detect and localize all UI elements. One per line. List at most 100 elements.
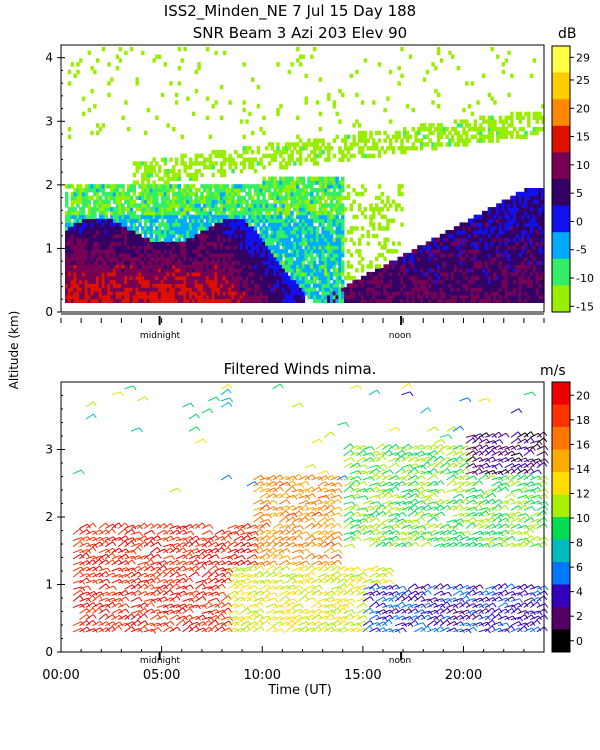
snr-cell bbox=[262, 245, 266, 250]
snr-cell bbox=[183, 210, 187, 216]
snr-cell bbox=[521, 230, 525, 235]
snr-cell bbox=[98, 264, 103, 269]
snr-cell bbox=[467, 291, 472, 296]
snr-cell bbox=[411, 252, 415, 258]
snr-cell bbox=[445, 249, 449, 254]
snr-cell bbox=[276, 184, 280, 189]
snr-cell bbox=[96, 287, 100, 292]
snr-cell bbox=[222, 249, 227, 254]
snr-cell bbox=[279, 268, 283, 273]
snr-cell bbox=[248, 241, 252, 246]
snr-cell bbox=[186, 287, 190, 292]
snr-cell bbox=[431, 256, 435, 262]
snr-cell bbox=[143, 222, 148, 227]
snr-cell bbox=[298, 199, 303, 204]
snr-cell bbox=[259, 245, 263, 250]
snr-cell bbox=[115, 195, 120, 201]
snr-cell bbox=[259, 191, 263, 197]
snr-cell bbox=[301, 241, 306, 246]
snr-cell bbox=[327, 153, 331, 159]
snr-cell bbox=[408, 279, 413, 284]
snr-cell bbox=[335, 199, 339, 204]
snr-cell bbox=[155, 294, 159, 300]
snr-cell bbox=[490, 207, 494, 212]
snr-cell bbox=[177, 195, 182, 201]
snr-cell bbox=[112, 214, 117, 220]
snr-cell bbox=[127, 195, 131, 201]
snr-cell bbox=[177, 264, 182, 269]
snr-cell bbox=[538, 237, 542, 242]
snr-cell bbox=[93, 233, 97, 239]
snr-cell bbox=[217, 218, 221, 223]
snr-cell bbox=[414, 275, 418, 281]
snr-cell bbox=[470, 264, 475, 269]
snr-cell bbox=[518, 271, 522, 277]
snr-cell bbox=[377, 62, 382, 67]
snr-cell bbox=[183, 46, 187, 52]
snr-cell bbox=[262, 268, 266, 273]
snr-cell bbox=[138, 165, 142, 170]
snr-cell bbox=[112, 191, 117, 197]
snr-cell bbox=[310, 226, 314, 231]
snr-cell bbox=[141, 199, 145, 204]
snr-cell bbox=[104, 195, 108, 201]
snr-cell bbox=[510, 111, 514, 117]
snr-cell bbox=[510, 119, 514, 124]
snr-cell bbox=[375, 207, 379, 212]
snr-cell bbox=[332, 279, 337, 284]
snr-cell bbox=[90, 210, 94, 216]
snr-cell bbox=[465, 249, 469, 254]
snr-cell bbox=[146, 249, 151, 254]
snr-cell bbox=[414, 134, 418, 139]
snr-cell bbox=[298, 264, 303, 269]
snr-cell bbox=[498, 218, 503, 223]
snr-cell bbox=[93, 104, 97, 109]
snr-cell bbox=[284, 146, 289, 151]
snr-cell bbox=[79, 283, 83, 288]
snr-cell bbox=[169, 260, 173, 265]
snr-cell bbox=[163, 237, 167, 242]
snr-cell bbox=[363, 207, 368, 212]
snr-cell bbox=[163, 294, 167, 300]
snr-cell bbox=[335, 291, 339, 296]
snr-cell bbox=[143, 195, 148, 201]
snr-cell bbox=[521, 291, 525, 296]
snr-cell bbox=[253, 245, 258, 250]
snr-cell bbox=[186, 294, 190, 300]
snr-cell bbox=[90, 233, 94, 239]
snr-cell bbox=[279, 149, 283, 155]
snr-cell bbox=[290, 230, 294, 235]
snr-cell bbox=[318, 138, 322, 143]
snr-cell bbox=[256, 104, 260, 109]
snr-cell bbox=[245, 283, 249, 288]
snr-cell bbox=[369, 298, 373, 303]
snr-cell bbox=[307, 241, 311, 246]
snr-cell bbox=[236, 184, 241, 189]
snr-cell bbox=[251, 149, 255, 155]
snr-cell bbox=[394, 130, 399, 136]
snr-cell bbox=[366, 271, 370, 277]
snr-cell bbox=[222, 275, 227, 281]
snr-cell bbox=[107, 256, 111, 262]
snr-cell bbox=[141, 184, 145, 189]
snr-cell bbox=[163, 161, 167, 166]
snr-cell bbox=[341, 226, 345, 231]
snr-cell bbox=[208, 157, 213, 162]
snr-cell bbox=[484, 271, 489, 277]
snr-cell bbox=[515, 241, 520, 246]
snr-cell bbox=[462, 237, 466, 242]
snr-cell bbox=[290, 214, 294, 220]
snr-cell bbox=[110, 264, 114, 269]
snr-cell bbox=[194, 172, 198, 178]
snr-cell bbox=[90, 298, 94, 303]
snr-cell bbox=[149, 161, 153, 166]
snr-cell bbox=[484, 252, 489, 258]
snr-cell bbox=[225, 298, 229, 303]
snr-cell bbox=[87, 294, 91, 300]
snr-cell bbox=[87, 195, 91, 201]
snr-cell bbox=[484, 241, 489, 246]
snr-cell bbox=[225, 184, 229, 189]
snr-cell bbox=[462, 287, 466, 292]
snr-cell bbox=[214, 195, 218, 201]
snr-cell bbox=[532, 237, 537, 242]
